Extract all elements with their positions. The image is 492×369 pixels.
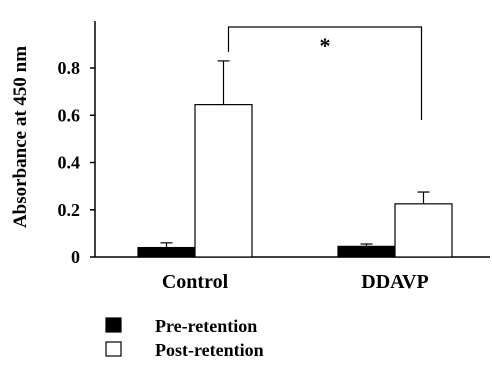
- significance-marker: *: [320, 33, 331, 58]
- legend: Pre-retention Post-retention: [105, 316, 264, 360]
- bar: [194, 104, 253, 258]
- y-tick-label: 0.2: [58, 200, 81, 220]
- significance-bracket: [227, 26, 423, 120]
- y-tick-label: 0.8: [58, 58, 81, 78]
- y-tick-label: 0: [71, 247, 80, 267]
- y-axis-label: Absorbance at 450 nm: [10, 46, 31, 228]
- y-tick-label: 0.4: [58, 153, 81, 173]
- x-tick-label: DDAVP: [361, 271, 428, 293]
- legend-swatch: [105, 341, 122, 357]
- legend-swatch: [105, 317, 122, 333]
- bar: [337, 245, 396, 258]
- legend-label: Post-retention: [155, 340, 264, 360]
- legend-label: Pre-retention: [155, 316, 257, 336]
- bar: [394, 203, 453, 258]
- y-tick-label: 0.6: [58, 105, 81, 125]
- x-tick-label: Control: [162, 271, 229, 293]
- bar: [137, 246, 196, 258]
- plot-area: 0 0.2 0.4 0.6 0.8 Control DDAVP *: [58, 21, 490, 293]
